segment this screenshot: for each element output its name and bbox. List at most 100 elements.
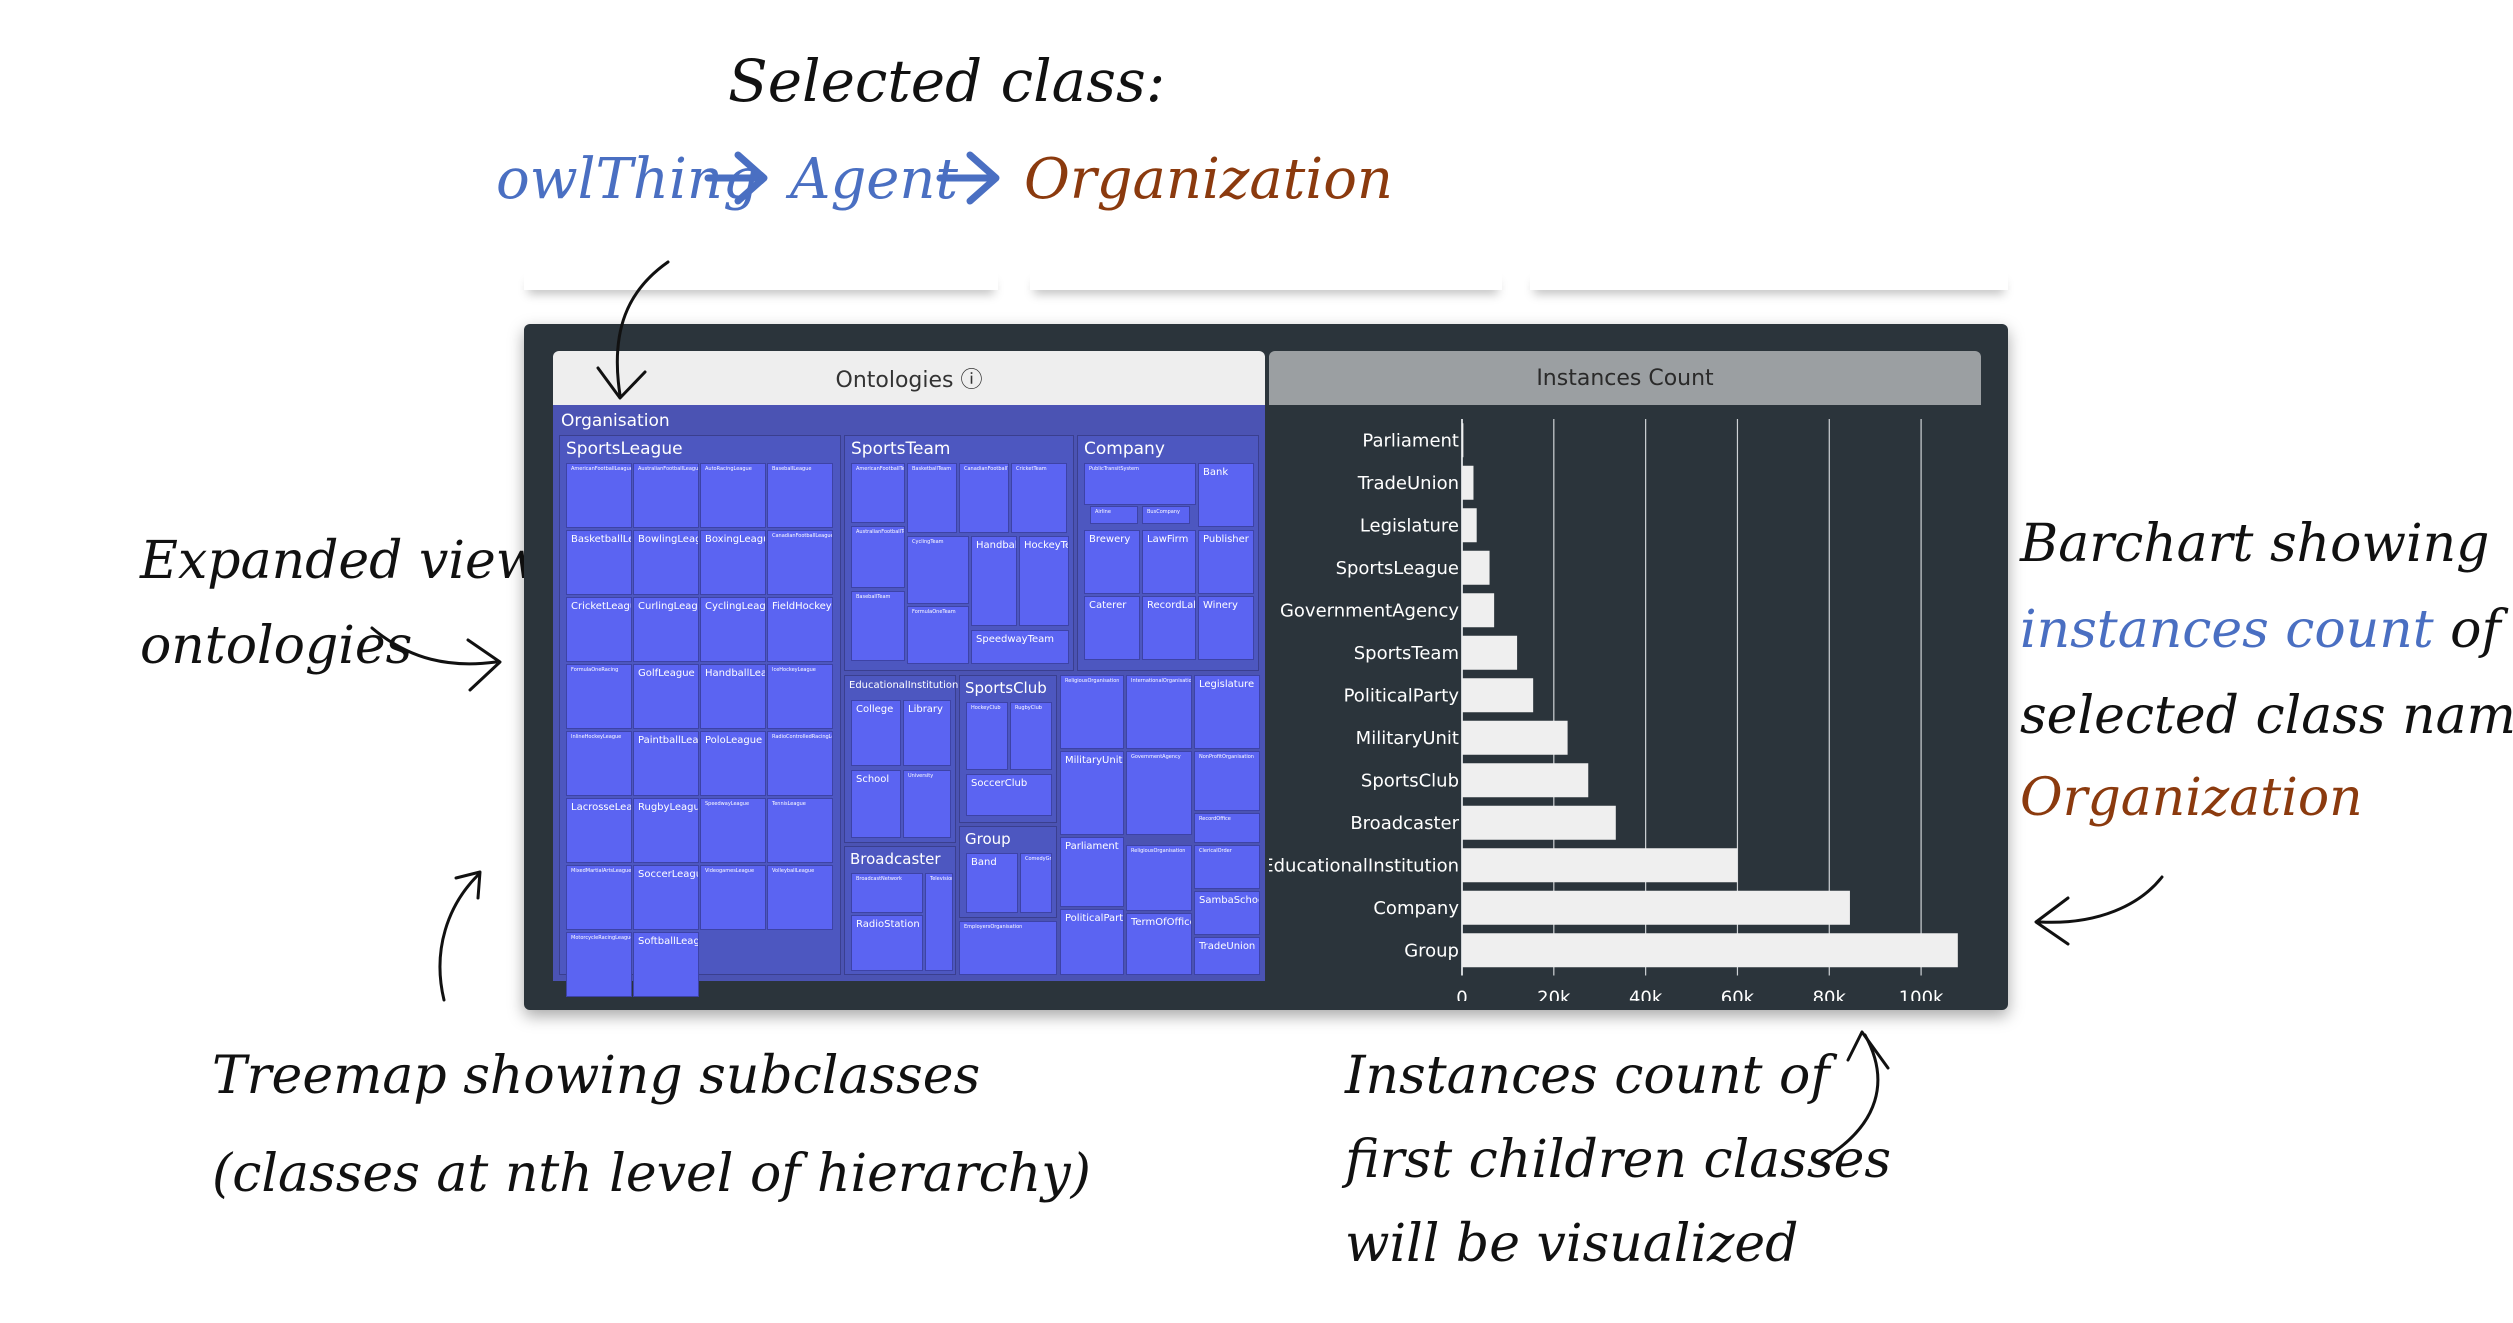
treemap-group-company[interactable]: Company PublicTransitSystem Airline BusCom…	[1077, 435, 1259, 671]
treemap-cell[interactable]: BasketballTeam	[907, 463, 957, 533]
treemap-group-sportsclub[interactable]: SportsClub HockeyClub RugbyClub SoccerClub	[959, 675, 1057, 823]
treemap-cell[interactable]: LacrosseLeague	[566, 798, 632, 863]
treemap-cell[interactable]: GovernmentAgency	[1126, 751, 1192, 835]
treemap-cell[interactable]: BaseballLeague	[767, 463, 833, 528]
treemap-cell[interactable]: BaseballTeam	[851, 591, 905, 661]
treemap-cell[interactable]: ComedyGroup	[1020, 853, 1052, 913]
treemap-cell[interactable]: CricketTeam	[1011, 463, 1067, 533]
bar[interactable]	[1462, 848, 1738, 883]
treemap-cell[interactable]: FieldHockeyLeague	[767, 597, 833, 662]
treemap-group-group[interactable]: Group BandComedyGroup	[959, 826, 1057, 918]
treemap-cell[interactable]: CanadianFootballTeam	[959, 463, 1009, 533]
treemap-cell[interactable]: BowlingLeague	[633, 530, 699, 595]
treemap-cell[interactable]: BroadcastNetwork	[851, 873, 923, 913]
treemap-cell[interactable]: MotorcycleRacingLeague	[566, 932, 632, 997]
treemap-cell[interactable]: College	[851, 700, 901, 766]
treemap-cell[interactable]: Brewery	[1084, 530, 1140, 594]
treemap-cell[interactable]: IceHockeyLeague	[767, 664, 833, 729]
treemap-cell[interactable]: AutoRacingLeague	[700, 463, 766, 528]
bar[interactable]	[1462, 593, 1495, 628]
treemap-cell[interactable]: Legislature	[1194, 675, 1260, 749]
treemap-cell[interactable]: Band	[966, 853, 1018, 913]
treemap-cell[interactable]: SpeedwayLeague	[700, 798, 766, 863]
treemap-cell[interactable]: BoxingLeague	[700, 530, 766, 595]
treemap-cell[interactable]: PaintballLeague	[633, 731, 699, 796]
bar[interactable]	[1462, 805, 1616, 840]
treemap-cell[interactable]: Library	[903, 700, 951, 766]
treemap-cell[interactable]: GolfLeague	[633, 664, 699, 729]
treemap-root-label[interactable]: Organisation	[561, 411, 670, 431]
bar[interactable]	[1462, 763, 1589, 798]
tab-instances-count[interactable]: Instances Count	[1269, 351, 1981, 405]
treemap-cell[interactable]: TennisLeague	[767, 798, 833, 863]
treemap-cell[interactable]: Caterer	[1084, 596, 1140, 660]
treemap-cell[interactable]: PublicTransitSystem	[1084, 463, 1196, 505]
bar[interactable]	[1462, 465, 1474, 500]
treemap-cell[interactable]: FormulaOneTeam	[907, 606, 969, 664]
tab-ontologies[interactable]: Ontologies ⓘ	[553, 351, 1265, 405]
treemap-cell[interactable]: TelevisionStation	[925, 873, 953, 971]
treemap-cell[interactable]: RecordLabel	[1142, 596, 1196, 660]
treemap-group-sportsteam[interactable]: SportsTeam AmericanFootballTeamBasketbal…	[844, 435, 1074, 671]
treemap-cell[interactable]: TradeUnion	[1194, 937, 1260, 975]
treemap-cell[interactable]: HockeyTeam	[1019, 536, 1069, 626]
treemap-cell[interactable]: SoftballLeague	[633, 932, 699, 997]
treemap-cell[interactable]: RadioControlledRacingLeague	[767, 731, 833, 796]
treemap-cell[interactable]: PoloLeague	[700, 731, 766, 796]
treemap-cell[interactable]: VideogamesLeague	[700, 865, 766, 930]
treemap-cell[interactable]: SpeedwayTeam	[971, 630, 1069, 664]
bar[interactable]	[1462, 550, 1490, 585]
treemap-cell[interactable]: SoccerLeague	[633, 865, 699, 930]
treemap-cell[interactable]: RecordOffice	[1194, 813, 1260, 843]
treemap-cell[interactable]: MilitaryUnit	[1060, 751, 1124, 835]
treemap-cell[interactable]: EmployersOrganisation	[959, 921, 1057, 975]
treemap-cell[interactable]: CricketLeague	[566, 597, 632, 662]
treemap-cell[interactable]: TermOfOffice	[1126, 913, 1192, 975]
bar[interactable]	[1462, 890, 1850, 925]
treemap-cell[interactable]: HandballLeague	[700, 664, 766, 729]
bar[interactable]	[1462, 933, 1958, 968]
treemap-cell[interactable]: ClericalOrder	[1194, 845, 1260, 889]
treemap-cell[interactable]: AmericanFootballLeague	[566, 463, 632, 528]
treemap-cell[interactable]: PoliticalParty	[1060, 909, 1124, 975]
treemap-cell[interactable]: ReligiousOrganisation	[1060, 675, 1124, 749]
treemap-cell[interactable]: University	[903, 770, 951, 838]
treemap-cell[interactable]: RugbyLeague	[633, 798, 699, 863]
treemap-cell[interactable]: FormulaOneRacing	[566, 664, 632, 729]
treemap-cell[interactable]: AustralianFootballTeam	[851, 526, 905, 588]
treemap-cell[interactable]: CyclingLeague	[700, 597, 766, 662]
treemap-cell[interactable]: RadioStation	[851, 915, 923, 971]
treemap-cell[interactable]: SambaSchool	[1194, 891, 1260, 935]
treemap-cell[interactable]: BusCompany	[1142, 506, 1190, 524]
treemap-cell[interactable]: HockeyClub	[966, 702, 1008, 770]
bar[interactable]	[1462, 678, 1534, 713]
treemap-cell[interactable]: Airline	[1090, 506, 1138, 524]
bar[interactable]	[1462, 423, 1464, 458]
treemap-cell[interactable]: VolleyballLeague	[767, 865, 833, 930]
treemap-cell[interactable]: Bank	[1198, 463, 1254, 527]
treemap-cell[interactable]: BasketballLeague	[566, 530, 632, 595]
bar[interactable]	[1462, 635, 1518, 670]
treemap-cell[interactable]: InternationalOrganisation	[1126, 675, 1192, 749]
treemap-cell[interactable]: NonProfitOrganisation	[1194, 751, 1260, 811]
treemap-cell[interactable]: RugbyClub	[1010, 702, 1052, 770]
treemap-cell[interactable]: AmericanFootballTeam	[851, 463, 905, 523]
bar[interactable]	[1462, 720, 1568, 755]
treemap-cell[interactable]: ReligiousOrganisation	[1126, 845, 1192, 911]
treemap-cell[interactable]: Publisher	[1198, 530, 1254, 594]
treemap-cell[interactable]: School	[851, 770, 901, 838]
treemap-cell[interactable]: CurlingLeague	[633, 597, 699, 662]
treemap-group-sportsleague[interactable]: SportsLeague AmericanFootballLeague Austr…	[559, 435, 841, 997]
treemap-cell[interactable]: LawFirm	[1142, 530, 1196, 594]
treemap-cell[interactable]: AustralianFootballLeague	[633, 463, 699, 528]
treemap-cell[interactable]: Parliament	[1060, 837, 1124, 907]
treemap-group-broadcaster[interactable]: Broadcaster BroadcastNetwork RadioStation…	[844, 846, 956, 975]
treemap-cell[interactable]: CanadianFootballLeague	[767, 530, 833, 595]
treemap-cell[interactable]: CyclingTeam	[907, 536, 969, 604]
treemap-cell[interactable]: Winery	[1198, 596, 1254, 660]
treemap-cell[interactable]: InlineHockeyLeague	[566, 731, 632, 796]
treemap-group-education[interactable]: EducationalInstitution College Library Sch…	[844, 675, 958, 843]
treemap-cell[interactable]: SoccerClub	[966, 774, 1052, 816]
bar[interactable]	[1462, 508, 1477, 543]
treemap-cell[interactable]: MixedMartialArtsLeague	[566, 865, 632, 930]
